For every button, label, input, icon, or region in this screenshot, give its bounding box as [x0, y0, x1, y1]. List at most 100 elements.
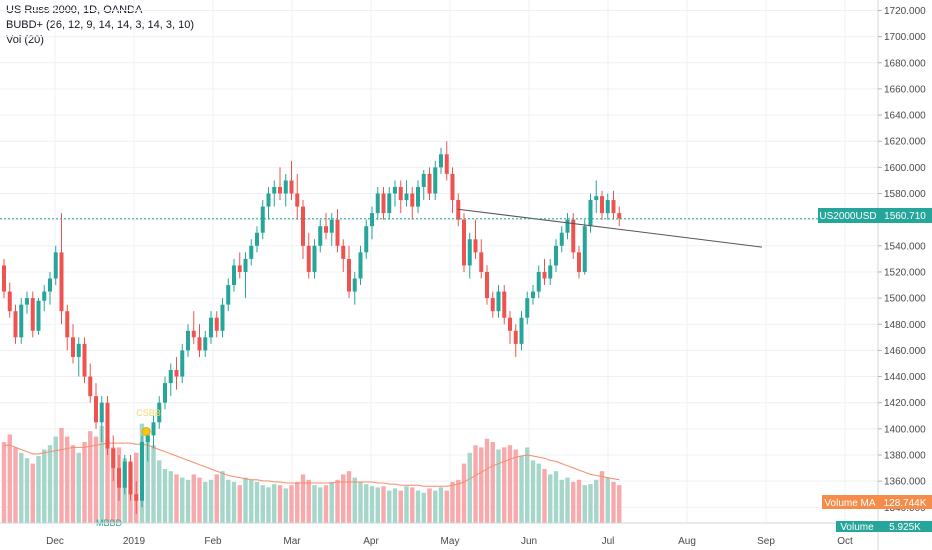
candle-body	[209, 317, 213, 338]
x-tick-label: Oct	[837, 536, 853, 547]
volume-bar	[243, 477, 248, 523]
y-tick-label: 1700.000	[884, 32, 926, 43]
volume-bar	[105, 438, 110, 523]
candles	[2, 141, 622, 514]
candle-body	[25, 298, 29, 305]
symbol-label: US2000USD	[819, 211, 876, 222]
candle-body	[117, 468, 121, 488]
candle-body	[565, 219, 570, 233]
candle-body	[94, 396, 98, 423]
volume-title: Volume	[840, 522, 874, 533]
candle-body	[260, 206, 265, 233]
volume-bar	[398, 490, 403, 523]
candle-body	[508, 317, 512, 331]
candle-body	[186, 330, 190, 351]
candle-body	[134, 494, 139, 501]
candle-body	[450, 173, 455, 201]
y-tick-label: 1580.000	[884, 189, 926, 200]
volume-bar	[42, 449, 47, 523]
y-tick-label: 1600.000	[884, 163, 926, 174]
candle-body	[582, 226, 587, 272]
volume-bar	[427, 488, 432, 523]
volume-value-bg	[878, 521, 932, 532]
candle-body	[444, 154, 449, 174]
candle-body	[416, 186, 420, 207]
time-axis: Dec 2019 Feb Mar Apr May Jun Jul Aug Sep Oct	[46, 536, 853, 547]
volume-bar	[530, 460, 536, 523]
candle-body	[163, 383, 167, 403]
trendline[interactable]	[457, 208, 763, 248]
candle-body	[387, 193, 392, 214]
candle-body	[232, 265, 236, 286]
volume-bar	[404, 486, 409, 523]
candle-body	[128, 461, 133, 495]
volume-bar	[548, 474, 553, 523]
candle-body	[30, 298, 35, 331]
candle-body	[571, 219, 576, 253]
y-tick-label: 1480.000	[884, 320, 926, 331]
candle-body	[295, 193, 300, 207]
signal-label: CSBB	[136, 408, 161, 418]
candle-body	[611, 200, 616, 214]
volume-box: Volume 5.925K	[836, 521, 932, 533]
candle-body	[588, 200, 593, 227]
signal-dot	[141, 426, 151, 436]
price-axis: 1340.0001360.0001380.0001400.0001420.000…	[878, 6, 926, 514]
x-tick-label: 2019	[123, 536, 146, 547]
x-tick-label: Dec	[46, 536, 64, 547]
candle-body	[243, 258, 248, 272]
candle-body	[398, 186, 403, 201]
volume-bar	[415, 490, 421, 523]
candle-body	[111, 448, 116, 469]
x-tick-label: May	[441, 536, 460, 547]
volume-bar	[88, 431, 93, 523]
volume-bar	[369, 486, 375, 523]
candle-body	[462, 219, 466, 266]
x-tick-label: Jul	[602, 536, 615, 547]
volume-ma-title-bg	[822, 495, 878, 509]
volume-bar	[617, 485, 622, 523]
candle-body	[542, 271, 547, 279]
volume-bar	[272, 484, 277, 523]
volume-bar	[36, 456, 41, 523]
volume-bar	[260, 485, 265, 523]
volume-bar	[502, 447, 507, 523]
candle-body	[548, 265, 553, 279]
y-tick-label: 1460.000	[884, 346, 926, 357]
candle-body	[410, 193, 415, 207]
candle-body	[479, 252, 484, 272]
x-tick-label: Feb	[204, 536, 222, 547]
candle-body	[502, 291, 507, 318]
candle-body	[82, 343, 87, 377]
volume-bar	[180, 477, 185, 523]
candle-body	[2, 265, 6, 292]
candle-body	[525, 298, 530, 318]
volume-title-bg	[836, 521, 878, 532]
volume-bar	[82, 442, 87, 523]
candle-body	[456, 200, 461, 220]
candle-body	[393, 186, 397, 194]
candle-body	[605, 200, 610, 214]
volume-bar	[13, 447, 18, 523]
candle-body	[122, 461, 127, 488]
x-tick-label: Aug	[678, 536, 696, 547]
candle-body	[347, 258, 351, 292]
candle-body	[180, 350, 185, 377]
volume-bar	[433, 490, 438, 523]
volume-bar	[312, 485, 317, 523]
volume-bar	[536, 463, 541, 523]
volume-bar	[594, 479, 599, 523]
volume-bar	[611, 481, 616, 523]
symbol-label-box: US2000USD	[818, 208, 878, 223]
candle-body	[145, 435, 150, 442]
y-tick-label: 1400.000	[884, 424, 926, 435]
volume-bar	[318, 487, 323, 523]
volume-bar	[553, 471, 559, 523]
volume-bar	[295, 481, 300, 523]
candle-body	[341, 245, 346, 259]
volume-bar	[254, 481, 260, 523]
volume-bar	[519, 456, 524, 523]
volume-bar	[76, 452, 81, 523]
candle-body	[203, 337, 208, 351]
